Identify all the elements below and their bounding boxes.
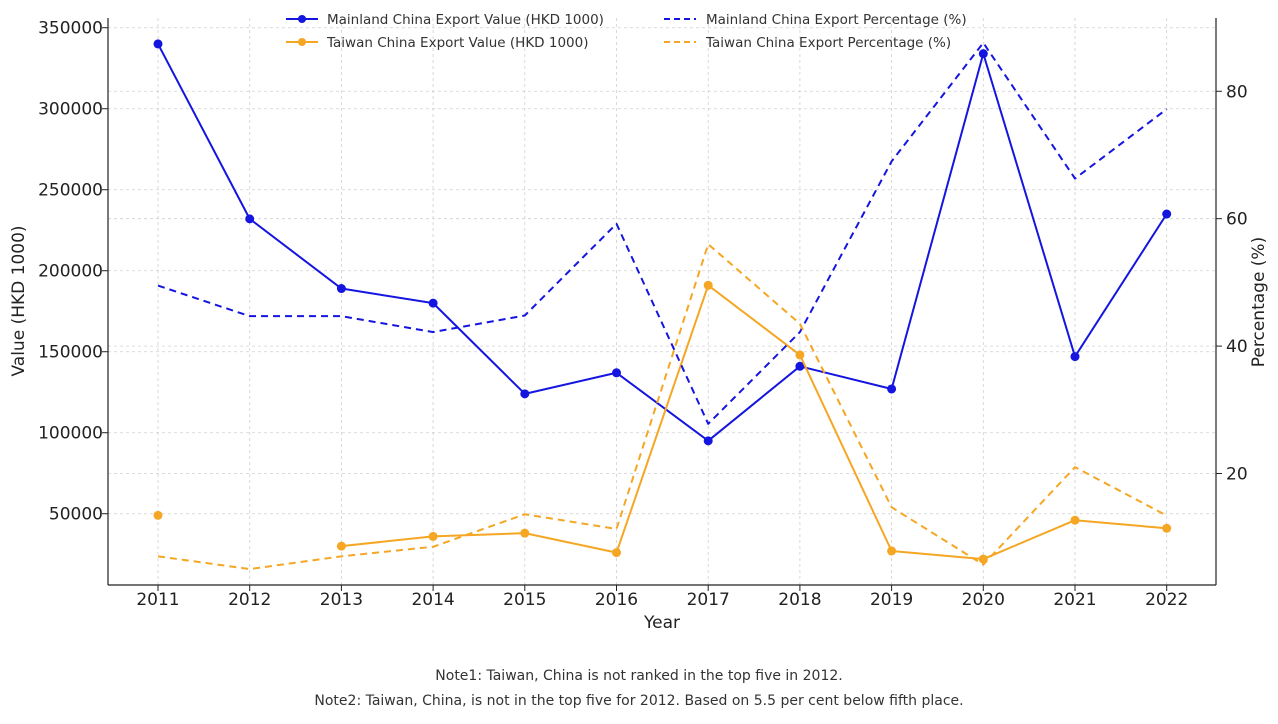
data-point-0 — [428, 298, 438, 308]
data-point-0 — [336, 284, 346, 294]
legend-entry-taiwan-percentage: Taiwan China Export Percentage (%) — [664, 35, 951, 51]
x-tick-label: 2014 — [411, 590, 454, 610]
note-1: Note1: Taiwan, China is not ranked in th… — [435, 668, 842, 684]
x-tick-label: 2012 — [228, 590, 271, 610]
data-point-0 — [153, 39, 163, 49]
x-tick-label: 2013 — [320, 590, 363, 610]
series-line-1 — [341, 284, 1167, 561]
x-tick-label: 2015 — [503, 590, 546, 610]
right-tick-label: 40 — [1226, 337, 1248, 357]
data-point-0 — [978, 49, 988, 59]
legend: Mainland China Export Value (HKD 1000) T… — [286, 12, 967, 51]
data-point-0 — [887, 384, 897, 394]
data-point-1 — [520, 528, 530, 538]
legend-entry-mainland-percentage: Mainland China Export Percentage (%) — [664, 12, 967, 28]
left-tick-label: 200000 — [38, 262, 103, 282]
left-tick-label: 350000 — [38, 19, 103, 39]
right-axis-title: Percentage (%) — [1249, 237, 1269, 367]
grid — [108, 18, 1216, 585]
data-point-0 — [1162, 209, 1172, 219]
data-point-1 — [703, 280, 713, 290]
data-point-1 — [1162, 523, 1172, 533]
x-tick-label: 2019 — [870, 590, 913, 610]
left-tick-label: 250000 — [38, 181, 103, 201]
series-line-3 — [157, 243, 1168, 571]
x-tick-label: 2021 — [1053, 590, 1096, 610]
x-tick-label: 2018 — [778, 590, 821, 610]
x-tick-label: 2022 — [1145, 590, 1188, 610]
legend-entry-mainland-value: Mainland China Export Value (HKD 1000) — [286, 12, 604, 28]
series-line-0 — [157, 43, 1168, 442]
right-tick-label: 80 — [1226, 82, 1248, 102]
data-point-1 — [887, 546, 897, 556]
series-layer — [153, 39, 1172, 571]
data-point-1 — [428, 531, 438, 541]
left-tick-label: 100000 — [38, 424, 103, 444]
data-point-1 — [153, 510, 163, 520]
left-tick-label: 50000 — [49, 505, 103, 525]
axes — [107, 18, 1217, 586]
series-line-2 — [157, 41, 1168, 425]
data-point-1 — [1070, 515, 1080, 525]
data-point-0 — [245, 214, 255, 224]
x-tick-label: 2016 — [595, 590, 638, 610]
left-tick-label: 150000 — [38, 343, 103, 363]
legend-label: Mainland China Export Percentage (%) — [706, 12, 967, 28]
data-point-1 — [795, 350, 805, 360]
legend-label: Taiwan China Export Percentage (%) — [705, 35, 951, 51]
data-point-0 — [1070, 352, 1080, 362]
right-tick-label: 20 — [1226, 465, 1248, 485]
left-axis-title: Value (HKD 1000) — [9, 225, 29, 376]
x-tick-label: 2017 — [687, 590, 730, 610]
legend-label: Mainland China Export Value (HKD 1000) — [327, 12, 604, 28]
legend-label: Taiwan China Export Value (HKD 1000) — [326, 35, 588, 51]
data-point-0 — [795, 361, 805, 371]
note-2: Note2: Taiwan, China, is not in the top … — [314, 693, 963, 709]
x-tick-label: 2011 — [136, 590, 179, 610]
data-point-1 — [336, 541, 346, 551]
legend-entry-taiwan-value: Taiwan China Export Value (HKD 1000) — [286, 35, 588, 51]
data-point-0 — [703, 436, 713, 446]
x-tick-label: 2020 — [962, 590, 1005, 610]
data-point-0 — [520, 389, 530, 399]
tick-labels: 2011 2012 2013 2014 2015 2016 2017 2018 2019 2020… — [38, 19, 1248, 610]
right-tick-label: 60 — [1226, 210, 1248, 230]
left-tick-label: 300000 — [38, 100, 103, 120]
data-point-1 — [612, 548, 621, 558]
data-point-0 — [612, 368, 621, 378]
x-axis-title: Year — [643, 613, 680, 633]
